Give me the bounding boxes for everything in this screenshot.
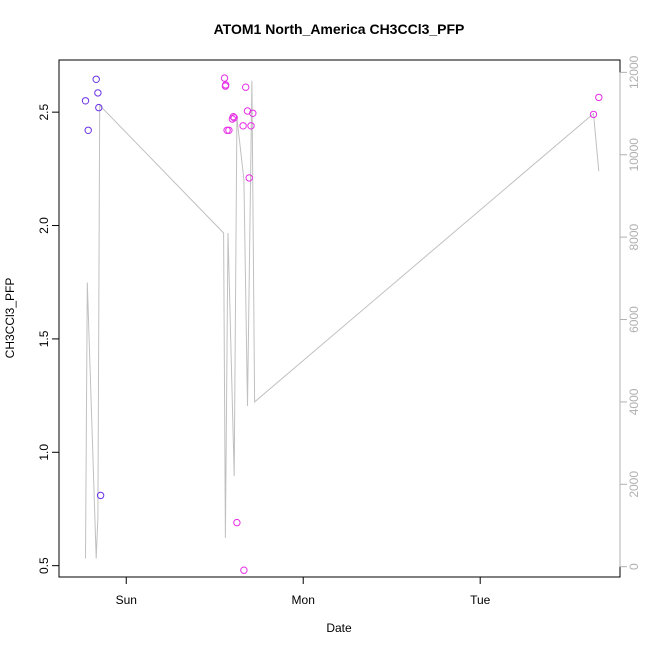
y-right-tick-label: 6000 [627,306,641,333]
data-point [222,81,230,89]
x-tick-label: Sun [116,593,137,607]
data-point [95,103,103,112]
data-point [245,174,253,182]
data-point [230,114,238,122]
data-point [96,491,105,500]
data-point [229,113,238,121]
y-right-tick-label: 4000 [627,388,641,415]
x-tick-label: Tue [470,593,491,607]
data-point [225,126,233,135]
y-right-tick-label: 10000 [627,138,641,172]
y-tick-label: 0.5 [37,557,51,574]
points-layer [81,74,603,574]
chart-title: ATOM1 North_America CH3CCl3_PFP [214,21,465,37]
data-point [84,126,92,135]
data-point [595,93,603,102]
y-right-tick-label: 8000 [627,223,641,250]
y-tick-label: 1.5 [37,330,51,347]
y-axis-label: CH3CCl3_PFP [3,278,17,359]
x-tick-label: Mon [292,593,315,607]
data-point [94,89,102,97]
x-axis-label: Date [326,621,352,635]
y-tick-label: 1.0 [37,444,51,461]
y-axis-right: 0 2000 4000 6000 8000 10000 12000 [619,55,641,570]
y-right-tick-label: 12000 [627,55,641,89]
y-axis-left: 0.5 1.0 1.5 2.0 2.5 [37,103,60,574]
data-point [247,122,255,130]
data-point [249,109,257,118]
series-line [85,80,600,559]
x-axis: Sun Mon Tue [116,576,491,607]
data-point [242,83,250,91]
y-right-tick-label: 2000 [627,471,641,498]
data-point [240,566,248,574]
data-point [92,75,100,84]
y-tick-label: 2.0 [37,217,51,234]
y-right-tick-label: 0 [627,563,641,570]
data-point [239,122,247,130]
lines-layer [85,80,600,559]
data-point [233,518,241,527]
y-tick-label: 2.5 [37,103,51,120]
data-point [81,97,90,105]
data-point [220,74,229,82]
data-point [589,110,598,119]
